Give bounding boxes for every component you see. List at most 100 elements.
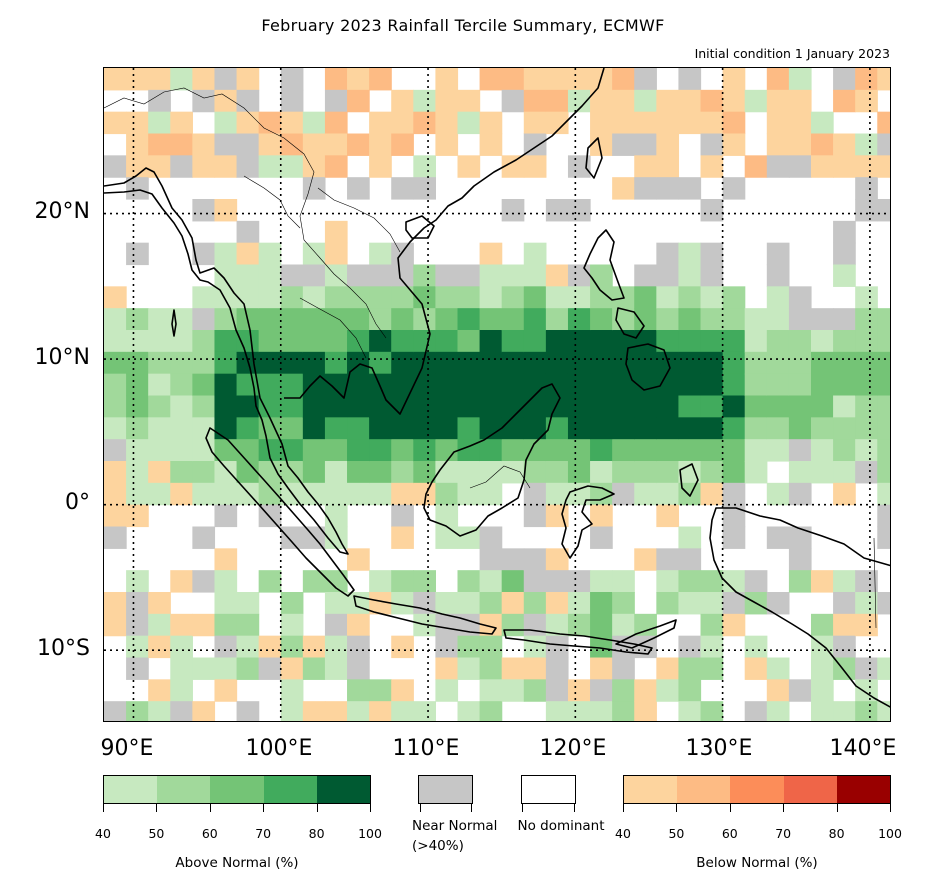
tercile-cell <box>567 308 591 331</box>
tercile-cell <box>347 308 370 331</box>
tercile-cell <box>457 351 481 375</box>
below-normal-colorbar <box>623 775 891 804</box>
tercile-cell <box>479 330 503 353</box>
tercile-cell <box>479 133 503 156</box>
below-ticks-label-2: 60 <box>721 826 738 841</box>
tercile-cell <box>722 482 746 506</box>
tercile-cell <box>678 592 702 615</box>
tercile-cell <box>435 68 459 91</box>
tercile-cell <box>192 330 216 353</box>
tercile-cell <box>590 286 613 309</box>
tercile-cell <box>324 155 348 178</box>
tercile-cell <box>567 89 591 113</box>
tercile-cell <box>567 330 591 353</box>
tercile-cell <box>523 504 547 528</box>
tercile-cell <box>214 504 238 528</box>
tercile-cell <box>612 68 635 91</box>
above-ticks-label-1: 50 <box>148 826 165 841</box>
tercile-cell <box>700 199 724 222</box>
tercile-cell <box>236 613 260 637</box>
tercile-cell <box>833 461 856 484</box>
tercile-cell <box>214 461 238 484</box>
tercile-cell <box>170 635 193 659</box>
tercile-cell <box>214 199 238 222</box>
tercile-cell <box>148 439 171 462</box>
tercile-cell <box>656 504 680 528</box>
tercile-cell <box>744 657 768 680</box>
tercile-cell <box>391 701 414 721</box>
tercile-cell <box>391 461 414 484</box>
tercile-cell <box>877 461 890 484</box>
tercile-cell <box>457 657 481 680</box>
tercile-cell <box>700 417 724 440</box>
tercile-cell <box>501 657 525 680</box>
tercile-cell <box>634 679 657 702</box>
tercile-cell <box>192 657 216 680</box>
tercile-cell <box>170 133 193 156</box>
tercile-cell <box>347 286 370 309</box>
tercile-cell <box>855 155 878 178</box>
tercile-cell <box>722 133 746 156</box>
tercile-cell <box>391 133 414 156</box>
above-ticks-mark-1 <box>156 804 158 812</box>
no-dominant-tick-right <box>574 804 575 812</box>
tercile-cell <box>722 68 746 91</box>
tercile-cell <box>258 373 282 397</box>
tercile-cell <box>833 417 856 440</box>
tercile-cell <box>501 417 525 440</box>
cb-below-segment-1 <box>677 776 731 803</box>
tercile-cell <box>634 395 657 418</box>
tercile-cell <box>678 635 702 659</box>
tercile-cell <box>479 613 503 637</box>
rainfall-tercile-map <box>103 67 891 722</box>
tercile-cell <box>545 330 569 353</box>
tercile-cell <box>435 330 459 353</box>
cb-below-segment-2 <box>730 776 784 803</box>
tercile-cell <box>833 592 856 615</box>
coastline-halmahera <box>679 463 699 497</box>
tercile-cell <box>567 264 591 287</box>
tercile-cell <box>766 330 790 353</box>
tercile-cell <box>148 592 171 615</box>
coastline-taiwan <box>585 137 603 179</box>
tercile-cell <box>391 330 414 353</box>
tercile-cell <box>634 133 657 156</box>
tercile-cell <box>479 701 503 721</box>
tercile-cell <box>501 68 525 91</box>
tercile-cell <box>722 592 746 615</box>
tercile-cell <box>126 395 149 418</box>
tercile-cell <box>302 155 326 178</box>
cb-above-segment-4 <box>316 776 371 803</box>
tercile-cell <box>126 592 149 615</box>
tercile-cell <box>833 613 856 637</box>
tercile-cell <box>280 155 304 178</box>
above-ticks-mark-3 <box>263 804 265 812</box>
lon-label-100e: 100°E <box>245 736 313 761</box>
tercile-cell <box>104 330 127 353</box>
tercile-cell <box>126 133 149 156</box>
tercile-cell <box>435 308 459 331</box>
tercile-cell <box>126 308 149 331</box>
cb-below-segment-4 <box>836 776 891 803</box>
tercile-cell <box>413 286 436 309</box>
tercile-cell <box>391 482 414 506</box>
tercile-cell <box>545 461 569 484</box>
tercile-cell <box>148 461 171 484</box>
tercile-cell <box>236 592 260 615</box>
tercile-cell <box>479 417 503 440</box>
tercile-cell <box>435 264 459 287</box>
tercile-cell <box>678 177 702 200</box>
coastline-java <box>353 595 497 635</box>
tercile-cell <box>810 133 834 156</box>
tercile-cell <box>214 548 238 571</box>
tercile-cell <box>369 679 392 702</box>
tercile-cell <box>302 373 326 397</box>
tercile-cell <box>214 330 238 353</box>
tercile-cell <box>413 308 436 331</box>
tercile-cell <box>523 439 547 462</box>
tercile-cell <box>545 111 569 135</box>
tercile-cell <box>788 570 812 593</box>
tercile-cell <box>855 657 878 680</box>
tercile-cell <box>413 330 436 353</box>
tercile-cell <box>457 417 481 440</box>
